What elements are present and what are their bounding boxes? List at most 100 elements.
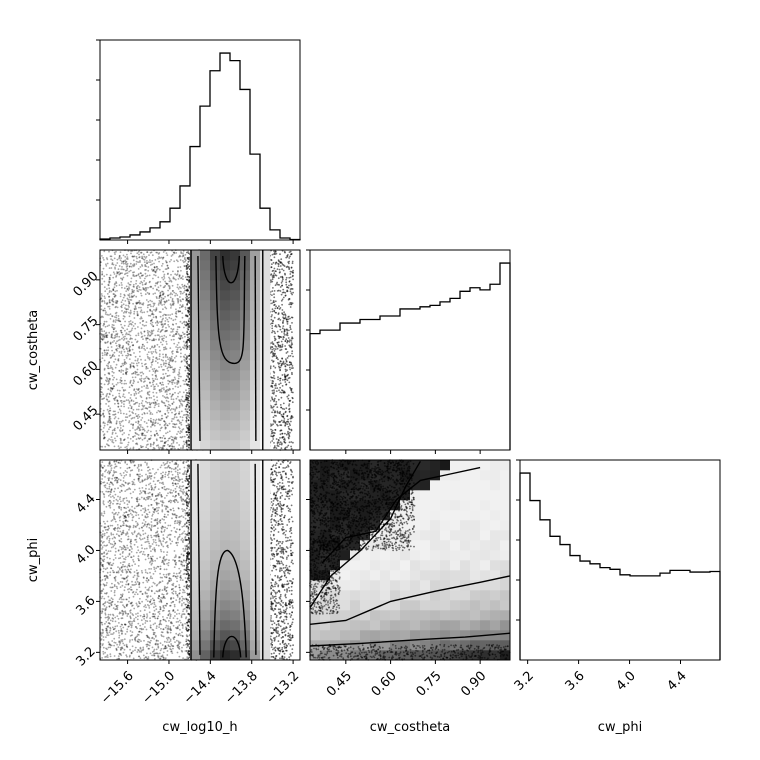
sample-point bbox=[274, 332, 276, 335]
sample-point bbox=[271, 346, 274, 348]
sample-point bbox=[169, 409, 172, 411]
sample-point bbox=[110, 633, 112, 635]
sample-point bbox=[280, 396, 283, 399]
sample-point bbox=[279, 326, 281, 328]
sample-point bbox=[154, 634, 157, 637]
sample-point bbox=[186, 408, 189, 410]
sample-point bbox=[288, 298, 291, 300]
sample-point bbox=[117, 272, 119, 274]
sample-point bbox=[131, 327, 134, 330]
sample-point bbox=[141, 323, 144, 326]
sample-point bbox=[288, 257, 291, 259]
sample-point bbox=[170, 292, 172, 294]
sample-point bbox=[161, 518, 164, 520]
sample-point bbox=[281, 345, 284, 347]
sample-point bbox=[276, 387, 279, 389]
sample-point bbox=[162, 293, 164, 296]
sample-point bbox=[113, 251, 116, 254]
sample-point bbox=[177, 620, 180, 623]
sample-point bbox=[145, 321, 148, 323]
sample-point bbox=[162, 270, 165, 273]
sample-point bbox=[125, 413, 128, 415]
sample-point bbox=[280, 348, 283, 351]
sample-point bbox=[137, 612, 139, 615]
sample-point bbox=[280, 391, 283, 394]
sample-point bbox=[120, 438, 122, 441]
sample-point bbox=[127, 294, 129, 296]
sample-point bbox=[114, 439, 117, 442]
sample-point bbox=[176, 294, 179, 297]
sample-point bbox=[184, 408, 187, 411]
sample-point bbox=[148, 261, 150, 263]
sample-point bbox=[140, 446, 143, 448]
sample-point bbox=[273, 272, 276, 275]
sample-point bbox=[168, 445, 171, 448]
sample-point bbox=[286, 423, 289, 426]
density-cell bbox=[210, 290, 221, 301]
sample-point bbox=[129, 437, 132, 440]
sample-point bbox=[107, 400, 110, 403]
sample-point bbox=[183, 400, 186, 403]
sample-point bbox=[289, 306, 292, 308]
sample-point bbox=[164, 372, 167, 375]
sample-point bbox=[161, 486, 164, 489]
sample-point bbox=[110, 590, 113, 592]
sample-point bbox=[174, 436, 177, 438]
sample-point bbox=[282, 322, 284, 324]
sample-point bbox=[172, 418, 175, 420]
sample-point bbox=[128, 315, 131, 318]
sample-point bbox=[122, 315, 125, 317]
sample-point bbox=[103, 369, 106, 371]
sample-point bbox=[178, 375, 181, 378]
sample-point bbox=[103, 322, 105, 325]
sample-point bbox=[166, 367, 169, 370]
sample-point bbox=[174, 312, 177, 314]
sample-point bbox=[128, 400, 131, 403]
sample-point bbox=[273, 256, 276, 259]
density-cell bbox=[210, 260, 221, 271]
density-cell bbox=[210, 250, 221, 261]
sample-point bbox=[183, 333, 186, 335]
sample-point bbox=[272, 287, 274, 289]
sample-point bbox=[160, 377, 163, 379]
sample-point bbox=[155, 308, 158, 311]
sample-point bbox=[149, 482, 152, 485]
sample-point bbox=[112, 385, 115, 388]
sample-point bbox=[138, 403, 141, 405]
sample-point bbox=[149, 322, 152, 325]
sample-point bbox=[176, 528, 178, 530]
sample-point bbox=[109, 378, 111, 380]
sample-point bbox=[271, 350, 273, 353]
sample-point bbox=[173, 572, 175, 575]
sample-point bbox=[122, 642, 125, 645]
sample-point bbox=[136, 635, 139, 638]
sample-point bbox=[136, 443, 139, 446]
sample-point bbox=[129, 299, 132, 301]
sample-point bbox=[138, 300, 141, 302]
sample-point bbox=[109, 426, 112, 428]
sample-point bbox=[291, 322, 293, 324]
sample-point bbox=[172, 387, 174, 390]
sample-point bbox=[131, 264, 134, 266]
sample-point bbox=[176, 298, 179, 300]
density-cell bbox=[220, 300, 231, 311]
sample-point bbox=[115, 396, 117, 398]
density-cell bbox=[220, 260, 231, 271]
sample-point bbox=[136, 467, 139, 469]
sample-point bbox=[150, 366, 152, 368]
sample-point bbox=[131, 362, 133, 364]
sample-point bbox=[102, 588, 105, 591]
sample-point bbox=[108, 373, 111, 375]
sample-point bbox=[172, 647, 174, 650]
sample-point bbox=[143, 311, 146, 314]
sample-point bbox=[171, 383, 174, 385]
sample-point bbox=[123, 348, 125, 351]
density-cell bbox=[230, 380, 241, 391]
sample-point bbox=[111, 394, 114, 397]
sample-point bbox=[136, 341, 138, 344]
sample-point bbox=[113, 273, 116, 275]
sample-point bbox=[109, 387, 112, 389]
sample-point bbox=[185, 441, 188, 443]
sample-point bbox=[169, 296, 172, 299]
sample-point bbox=[172, 251, 175, 254]
